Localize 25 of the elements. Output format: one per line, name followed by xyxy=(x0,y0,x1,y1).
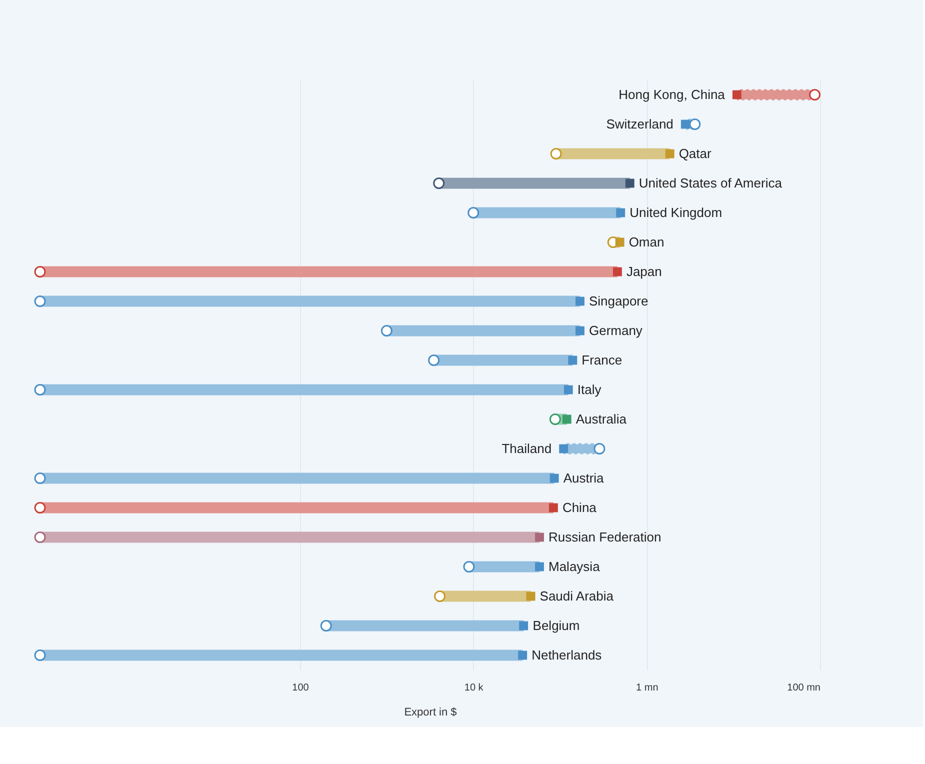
y-tick-label: Australia xyxy=(576,411,628,426)
y-tick-label: Singapore xyxy=(588,293,648,308)
y-tick-label: Oman xyxy=(628,234,664,250)
y-tick-label: Belgium xyxy=(532,618,580,633)
y-tick-label: Netherlands xyxy=(532,647,602,662)
y-tick-label: Malaysia xyxy=(548,558,601,574)
y-tick-label: China xyxy=(562,500,598,515)
y-tick-label: Italy xyxy=(577,382,602,397)
y-tick-label: Hong Kong, China xyxy=(618,86,726,102)
y-tick-label: Switzerland xyxy=(606,116,674,132)
y-tick-label: United Kingdom xyxy=(630,204,722,220)
x-tick-label: 100 mn xyxy=(787,682,820,694)
y-tick-label: Japan xyxy=(626,264,662,279)
y-tick-label: Saudi Arabia xyxy=(540,588,614,604)
y-tick-label: France xyxy=(582,352,622,368)
y-tick-label: Germany xyxy=(588,322,643,338)
x-tick-label: 1 mn xyxy=(636,682,658,694)
x-tick-label: 10 k xyxy=(464,682,484,694)
x-tick-label: 100 xyxy=(292,682,310,694)
y-tick-label: Austria xyxy=(563,470,605,486)
x-axis-title: Export in $ xyxy=(404,706,457,718)
y-tick-label: Russian Federation xyxy=(548,529,662,544)
y-tick-label: United States of America xyxy=(638,175,783,190)
y-tick-label: Thailand xyxy=(502,440,552,456)
y-tick-label: Qatar xyxy=(678,146,712,161)
